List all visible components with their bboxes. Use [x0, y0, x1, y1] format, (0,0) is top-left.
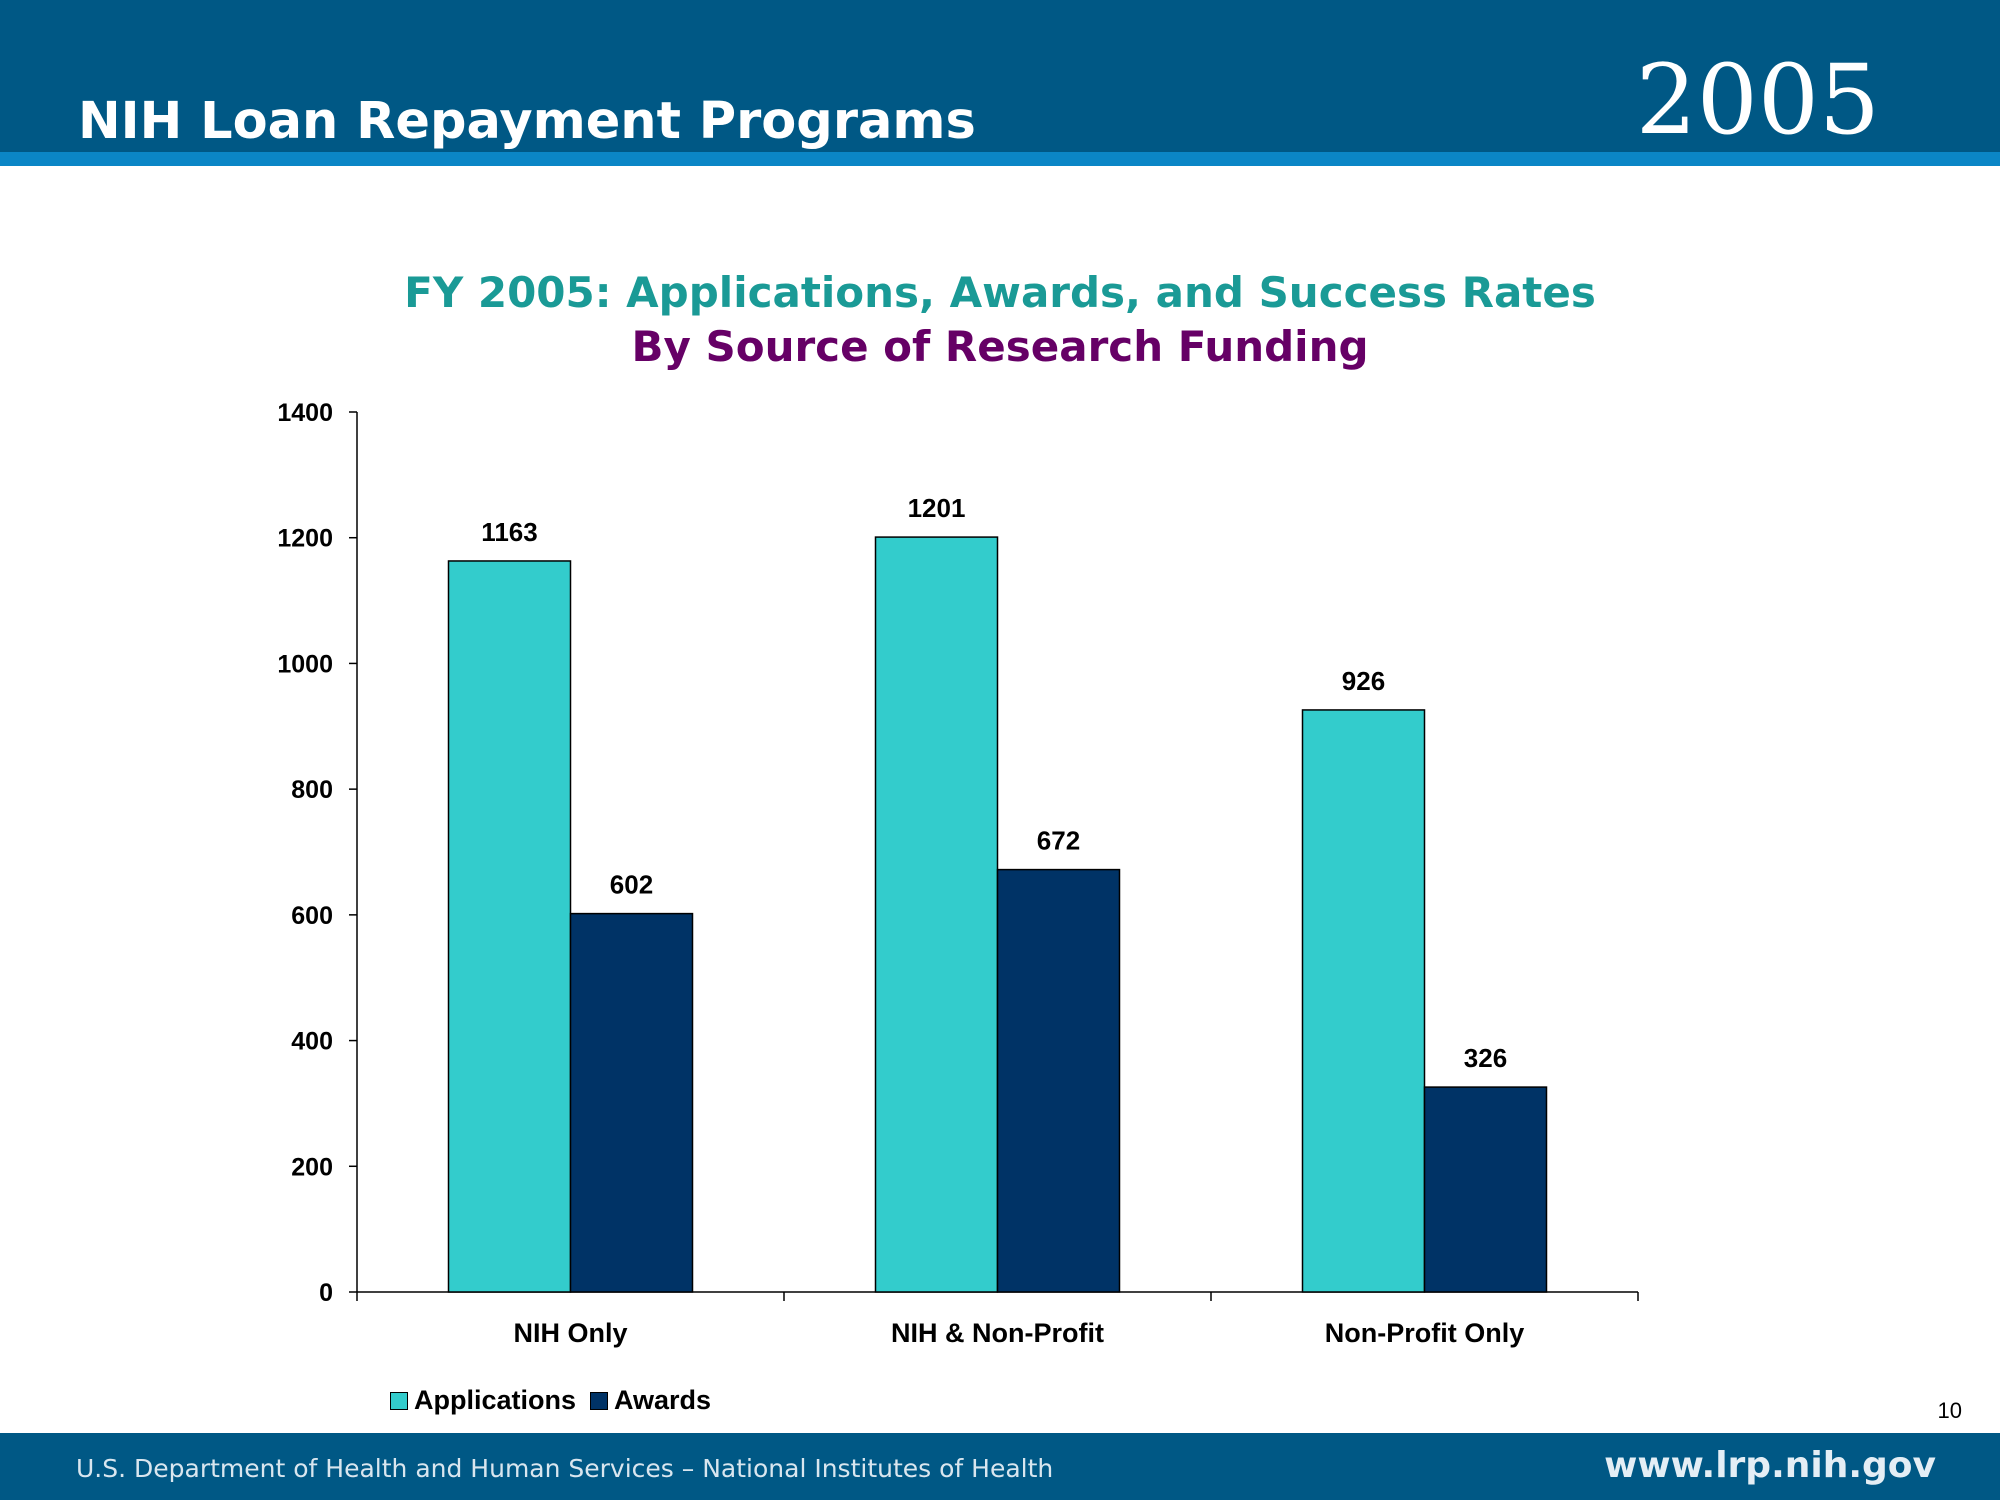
legend-swatch-applications	[390, 1391, 408, 1410]
data-label: 1201	[908, 493, 966, 523]
header-bar: NIH Loan Repayment Programs 2005	[0, 0, 2000, 166]
chart-legend: Applications Awards	[390, 1385, 725, 1416]
header-year: 2005	[1635, 44, 1880, 156]
data-label: 926	[1342, 666, 1385, 696]
header-stripe	[0, 152, 2000, 166]
data-label: 326	[1464, 1043, 1507, 1073]
y-tick-label: 0	[319, 1279, 333, 1307]
chart-title: FY 2005: Applications, Awards, and Succe…	[404, 268, 1596, 317]
bar-awards	[1423, 1086, 1548, 1293]
y-tick-label: 600	[291, 902, 333, 930]
y-tick-label: 200	[291, 1153, 333, 1181]
footer-agency-text: U.S. Department of Health and Human Serv…	[76, 1454, 1054, 1483]
legend-label-applications: Applications	[414, 1385, 577, 1415]
y-tick-label: 400	[291, 1028, 333, 1056]
chart-labels: 1163 602 NIH Only 1201 672 NIH & Non-Profit 92…	[481, 493, 1524, 1348]
legend-swatch-awards	[590, 1391, 609, 1410]
data-label: 602	[610, 870, 653, 900]
page-number: 10	[1937, 1398, 1962, 1423]
footer-website-link[interactable]: www.lrp.nih.gov	[1604, 1445, 1936, 1486]
legend-item-awards: Awards	[590, 1385, 711, 1416]
y-tick-label: 1200	[277, 525, 333, 553]
x-tick-label: Non-Profit Only	[1325, 1318, 1524, 1348]
bar-applications	[447, 560, 572, 1293]
chart-bars	[447, 536, 1548, 1293]
header-title: NIH Loan Repayment Programs	[78, 92, 976, 151]
x-tick-label: NIH Only	[513, 1318, 627, 1348]
footer-bar: U.S. Department of Health and Human Serv…	[0, 1433, 2000, 1500]
y-tick-label: 1400	[277, 399, 333, 427]
y-tick-label: 800	[291, 776, 333, 804]
data-label: 672	[1037, 826, 1080, 856]
x-tick-label: NIH & Non-Profit	[891, 1318, 1104, 1348]
bar-awards	[569, 912, 694, 1293]
bar-chart: 0 200 400 600 800 1000 1200 1400 1163 602 NIH Onl…	[277, 399, 1639, 1348]
data-label: 1163	[481, 517, 537, 547]
legend-item-applications: Applications	[390, 1385, 576, 1416]
bar-applications	[874, 536, 999, 1293]
bar-applications	[1301, 709, 1426, 1293]
legend-label-awards: Awards	[614, 1385, 712, 1415]
bar-awards	[996, 868, 1121, 1293]
y-tick-label: 1000	[277, 650, 333, 678]
chart-subtitle: By Source of Research Funding	[631, 322, 1369, 371]
